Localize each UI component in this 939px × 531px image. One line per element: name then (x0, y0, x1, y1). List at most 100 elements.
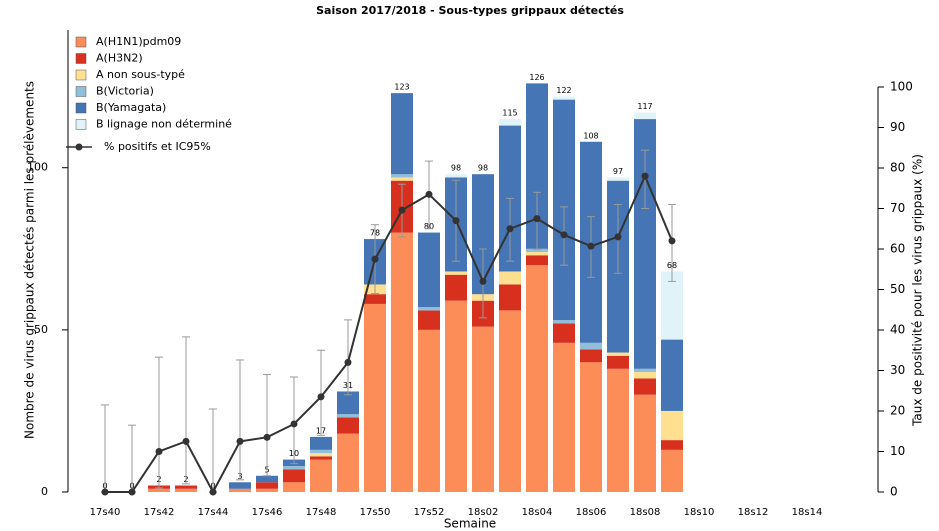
y-tick-label: 50 (34, 323, 48, 336)
x-tick-label: 18s08 (630, 507, 661, 518)
bar-segment (607, 352, 629, 356)
bar-segment (175, 485, 197, 489)
bar-segment (634, 378, 656, 395)
bar-segment (148, 488, 170, 492)
rate-point (479, 277, 487, 285)
bar-segment (661, 410, 683, 441)
bar-segment (634, 119, 656, 369)
bar-segment (256, 475, 278, 483)
x-tick-label: 18s10 (684, 507, 715, 518)
rate-point (560, 231, 568, 239)
bar-segment (661, 339, 683, 411)
bar-segment (445, 271, 467, 275)
legend-label: A(H1N1)pdm09 (96, 35, 181, 48)
bar-segment (607, 368, 629, 492)
y2-tick-label: 50 (890, 282, 905, 296)
legend-swatch (75, 102, 87, 114)
x-tick-label: 17s46 (252, 507, 283, 518)
rate-point (344, 358, 352, 366)
bar-segment (391, 93, 413, 175)
bar-segment (661, 271, 683, 340)
bar-segment (580, 362, 602, 492)
rate-point (587, 242, 595, 250)
bar-segment (499, 271, 521, 285)
bar-segment (499, 310, 521, 492)
bar-segment (391, 174, 413, 178)
bar-segment (337, 433, 359, 492)
y-tick-label: 0 (41, 485, 48, 498)
bar-segment (472, 174, 494, 295)
bar-segment (634, 394, 656, 492)
y2-tick-label: 30 (890, 363, 905, 377)
bar-segment (229, 482, 251, 489)
rate-point (452, 217, 460, 225)
y-axis-label: Nombre de virus grippaux détectés parmi … (23, 81, 37, 439)
rate-point (263, 433, 271, 441)
bar-segment (310, 456, 332, 460)
bar-segment (418, 310, 440, 330)
bar-segment (418, 232, 440, 308)
bar-segment (418, 329, 440, 492)
bar-segment (310, 459, 332, 492)
bar-segment (526, 265, 548, 492)
bar-segment (283, 466, 305, 470)
legend-swatch (75, 119, 87, 130)
total-label: 98 (478, 164, 488, 173)
total-label: 115 (502, 109, 517, 118)
y2-tick-label: 10 (890, 444, 905, 458)
rate-point (533, 215, 541, 223)
legend-point (75, 143, 83, 151)
legend-swatch (75, 69, 87, 81)
bar-segment (526, 83, 548, 249)
x-tick-label: 17s40 (90, 507, 121, 518)
bar-segment (553, 96, 575, 100)
legend-swatch (75, 53, 87, 64)
x-axis-label: Semaine (444, 517, 496, 531)
total-label: 126 (529, 73, 544, 82)
rate-point (290, 420, 298, 428)
rate-point (641, 172, 649, 180)
rate-point (155, 448, 163, 455)
total-label: 122 (556, 86, 571, 95)
x-tick-label: 18s12 (738, 507, 769, 518)
total-label: 117 (637, 102, 652, 111)
bar-segment (499, 284, 521, 311)
rate-point (668, 237, 676, 245)
y2-tick-label: 70 (890, 201, 905, 215)
bar-segment (661, 449, 683, 492)
bar-segment (337, 414, 359, 418)
bar-segment (364, 303, 386, 492)
bar-segment (391, 177, 413, 181)
total-label: 97 (613, 167, 623, 176)
bar-segment (634, 372, 656, 379)
rate-point (209, 488, 217, 496)
bar-segment (472, 326, 494, 492)
y2-axis-label: Taux de positivité pour les virus grippa… (911, 154, 925, 427)
rate-point (506, 225, 514, 233)
bar-segment (256, 482, 278, 489)
bar-segment (526, 248, 548, 253)
x-tick-label: 17s42 (144, 507, 175, 518)
legend-swatch (75, 86, 87, 97)
bar-segment (580, 349, 602, 363)
bar-segment (337, 391, 359, 415)
chart-title: Saison 2017/2018 - Sous-types grippaux d… (316, 4, 624, 17)
legend-swatch (75, 36, 87, 48)
bar-segment (310, 436, 332, 450)
bar-segment (337, 417, 359, 434)
bar-segment (445, 174, 467, 178)
bar-segment (445, 274, 467, 301)
total-label: 108 (583, 131, 598, 140)
x-tick-label: 18s14 (792, 507, 823, 518)
bar-segment (553, 320, 575, 324)
bar-segment (607, 177, 629, 181)
x-tick-label: 17s52 (414, 507, 445, 518)
legend-label: B(Yamagata) (96, 101, 166, 114)
x-tick-label: 17s48 (306, 507, 337, 518)
legend-label: A(H3N2) (96, 52, 143, 65)
rate-line (105, 173, 673, 495)
y-tick-label: 100 (27, 161, 48, 174)
bar-segment (310, 453, 332, 457)
bar-segment (526, 255, 548, 265)
